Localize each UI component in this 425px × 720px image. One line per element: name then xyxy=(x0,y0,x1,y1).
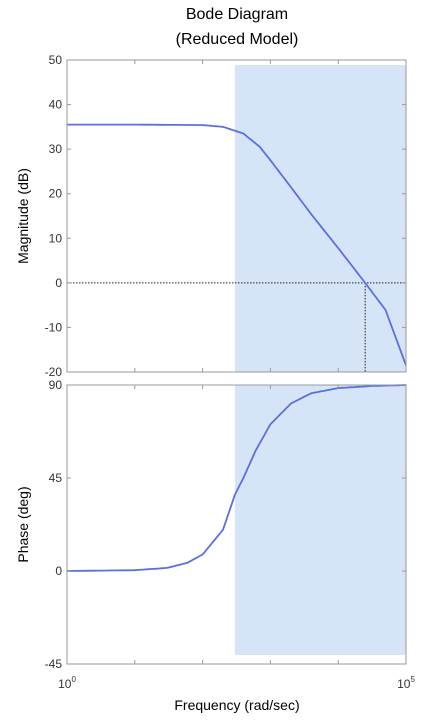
highlight-band-phase xyxy=(234,385,406,655)
phase-y-tick-label: 0 xyxy=(55,564,62,578)
magnitude-y-tick-label: 40 xyxy=(49,98,63,112)
phase-series-line xyxy=(66,384,407,572)
chart-title: Bode Diagram xyxy=(186,6,288,23)
magnitude-y-tick-label: -20 xyxy=(45,365,63,379)
magnitude-axes-box xyxy=(66,59,407,373)
x-axis-label: Frequency (rad/sec) xyxy=(174,697,299,713)
phase-y-tick-label: 45 xyxy=(49,471,63,485)
magnitude-y-tick-label: 20 xyxy=(49,187,63,201)
phase-y-axis-label: Phase (deg) xyxy=(15,486,31,562)
magnitude-y-tick-label: 0 xyxy=(55,276,62,290)
phase-y-tick-label: 90 xyxy=(49,378,63,392)
magnitude-y-tick-label: 30 xyxy=(49,142,63,156)
phase-y-tick-label: -45 xyxy=(45,657,63,671)
magnitude-y-tick-label: 10 xyxy=(49,231,63,245)
magnitude-y-tick-label: -10 xyxy=(45,320,63,334)
phase-axes-box xyxy=(66,384,407,665)
magnitude-y-axis-label: Magnitude (dB) xyxy=(15,168,31,264)
highlight-band-magnitude xyxy=(234,65,406,372)
x-tick-label: 100 xyxy=(58,675,76,691)
chart-subtitle: (Reduced Model) xyxy=(176,31,299,48)
magnitude-series-line xyxy=(67,123,407,366)
x-tick-label: 105 xyxy=(397,675,415,691)
magnitude-y-tick-label: 50 xyxy=(49,53,63,67)
